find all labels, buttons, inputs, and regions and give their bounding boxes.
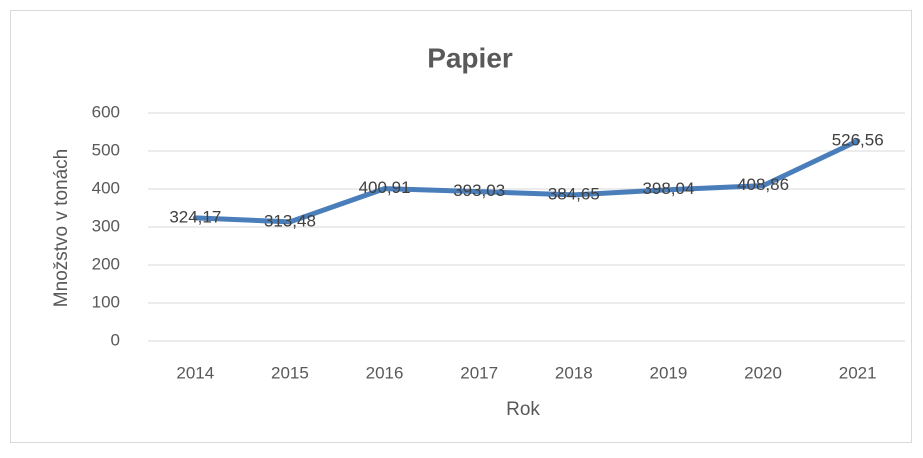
- chart-title: Papier: [427, 42, 513, 73]
- x-tick-label: 2021: [839, 363, 877, 382]
- x-tick-label: 2016: [366, 363, 404, 382]
- data-line: [192, 138, 861, 225]
- data-label: 408,86: [737, 175, 789, 194]
- y-tick-label: 500: [92, 140, 120, 159]
- x-tick-label: 2018: [555, 363, 593, 382]
- y-tick-label: 400: [92, 178, 120, 197]
- x-tick-label: 2017: [460, 363, 498, 382]
- data-label: 526,56: [832, 130, 884, 149]
- y-tick-label: 600: [92, 102, 120, 121]
- y-tick-label: 0: [111, 330, 120, 349]
- data-label: 393,03: [453, 181, 505, 200]
- data-label: 400,91: [359, 178, 411, 197]
- data-label: 384,65: [548, 184, 600, 203]
- y-tick-label: 300: [92, 216, 120, 235]
- y-axis-label: Množstvo v tonách: [51, 149, 72, 307]
- x-axis-label: Rok: [506, 399, 540, 420]
- x-tick-label: 2014: [176, 363, 214, 382]
- y-tick-label: 200: [92, 254, 120, 273]
- y-tick-label: 100: [92, 292, 120, 311]
- x-tick-label: 2019: [650, 363, 688, 382]
- data-label: 313,48: [264, 211, 316, 230]
- data-label: 324,17: [169, 207, 221, 226]
- x-tick-label: 2015: [271, 363, 309, 382]
- x-tick-label: 2020: [744, 363, 782, 382]
- data-label: 398,04: [642, 179, 694, 198]
